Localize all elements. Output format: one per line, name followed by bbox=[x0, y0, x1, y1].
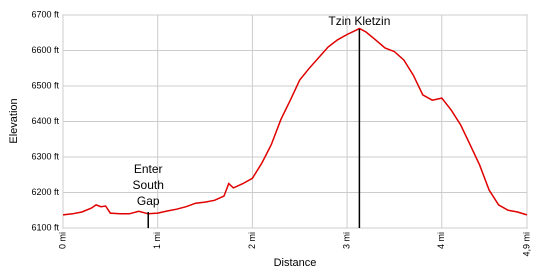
annotation-text: Gap bbox=[137, 194, 160, 208]
x-tick-label: 3 mi bbox=[341, 232, 351, 249]
y-tick-label: 6500 ft bbox=[31, 80, 59, 90]
x-tick-label: 0 mi bbox=[57, 232, 67, 249]
y-tick-label: 6100 ft bbox=[31, 222, 59, 232]
x-tick-label: 4,9 mi bbox=[521, 232, 531, 257]
y-tick-label: 6300 ft bbox=[31, 151, 59, 161]
elevation-line bbox=[62, 27, 528, 216]
y-tick-label: 6700 ft bbox=[31, 9, 59, 19]
y-tick-label: 6400 ft bbox=[31, 116, 59, 126]
x-axis-title: Distance bbox=[274, 257, 317, 269]
x-tick-label: 4 mi bbox=[436, 232, 446, 249]
annotation-text: Enter bbox=[134, 162, 163, 176]
y-tick-label: 6200 ft bbox=[31, 187, 59, 197]
x-tick-label: 1 mi bbox=[152, 232, 162, 249]
annotation-text: South bbox=[133, 178, 164, 192]
y-tick-label: 6600 ft bbox=[31, 45, 59, 55]
y-axis-title: Elevation bbox=[8, 98, 20, 143]
x-tick-label: 2 mi bbox=[247, 232, 257, 249]
annotation-text: Tzin Kletzin bbox=[328, 14, 390, 28]
